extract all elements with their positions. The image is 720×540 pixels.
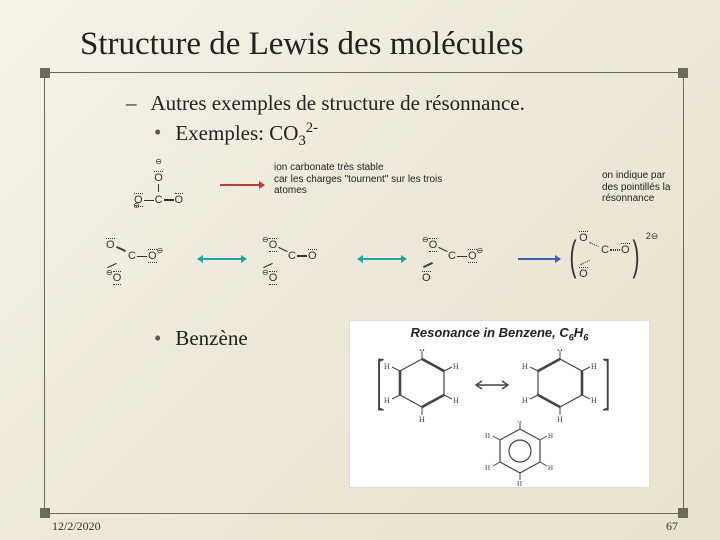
carbonate-structure-2: O CO⊖ ⊖O [106, 240, 163, 284]
resonance-arrow-icon [198, 258, 246, 260]
svg-text:H: H [517, 421, 522, 424]
resonance-arrow-icon [358, 258, 406, 260]
dash-icon: – [126, 91, 137, 116]
svg-text:H: H [557, 349, 563, 353]
corner-square-icon [678, 68, 688, 78]
benzene-kekule-2-icon: H H H H H H [520, 349, 600, 423]
corner-square-icon [40, 68, 50, 78]
svg-text:H: H [557, 415, 563, 423]
bullet-dot-icon: • [154, 120, 161, 150]
carbonate-resonance-diagram: ⊖ O OCO ⊖ ion carbonate très stable car … [96, 162, 716, 302]
svg-text:H: H [517, 480, 522, 487]
bracket-right-icon: ] [602, 347, 610, 418]
carbonate-structure-4: ⊖O CO⊖ O [422, 240, 483, 284]
svg-text:H: H [384, 396, 390, 405]
svg-text:H: H [548, 432, 553, 440]
footer-date: 12/2/2020 [52, 519, 101, 534]
bullet-dash-text: Autres exemples de structure de résonnan… [151, 91, 525, 116]
svg-text:H: H [419, 415, 425, 423]
svg-text:H: H [453, 396, 459, 405]
bullet-examples: • Exemples: CO32- [154, 120, 650, 150]
corner-square-icon [678, 508, 688, 518]
resonance-arrow-icon [472, 377, 512, 393]
carbonate-structure-1: ⊖ O OCO ⊖ [134, 162, 183, 217]
svg-text:H: H [453, 362, 459, 371]
page-title: Structure de Lewis des molécules [80, 26, 690, 63]
bullet-dash: – Autres exemples de structure de résonn… [126, 91, 650, 116]
bullet-benzene: • Benzène [154, 320, 349, 351]
content-area: – Autres exemples de structure de résonn… [30, 81, 690, 488]
svg-text:H: H [485, 432, 490, 440]
carbonate-hybrid-structure: ( O CO O ) 2⊖ [566, 232, 658, 280]
corner-square-icon [40, 508, 50, 518]
diagram-right-annotation: on indique par des pointillés la résonna… [602, 170, 670, 205]
bullet-dot-icon: • [154, 326, 161, 351]
arrow-red-icon [220, 184, 264, 186]
svg-text:H: H [548, 464, 553, 472]
diagram-top-annotation: ion carbonate très stable car les charge… [274, 162, 442, 197]
carbonate-structure-3: ⊖O CO ⊖O [262, 240, 317, 284]
svg-text:H: H [485, 464, 490, 472]
svg-text:H: H [522, 362, 528, 371]
svg-text:H: H [522, 396, 528, 405]
benzene-kekule-1-icon: H H H H H H [382, 349, 462, 423]
benzene-label-text: Benzène [175, 326, 247, 351]
bracket-left-icon: [ [376, 347, 384, 418]
slide-page: Structure de Lewis des molécules – Autre… [0, 0, 720, 540]
benzene-section: • Benzène Resonance in Benzene, C6H6 H H… [154, 320, 650, 488]
svg-text:H: H [591, 396, 597, 405]
arrow-blue-icon [518, 258, 560, 260]
bullet-examples-text: Exemples: CO32- [175, 120, 318, 150]
benzene-graphic-title: Resonance in Benzene, C6H6 [350, 325, 649, 343]
svg-text:H: H [419, 349, 425, 353]
svg-text:H: H [384, 362, 390, 371]
benzene-resonance-diagram: Resonance in Benzene, C6H6 H H H H H H [349, 320, 650, 488]
benzene-delocalized-icon: H H H H H H [484, 421, 556, 487]
footer-page-number: 67 [666, 519, 678, 534]
svg-text:H: H [591, 362, 597, 371]
